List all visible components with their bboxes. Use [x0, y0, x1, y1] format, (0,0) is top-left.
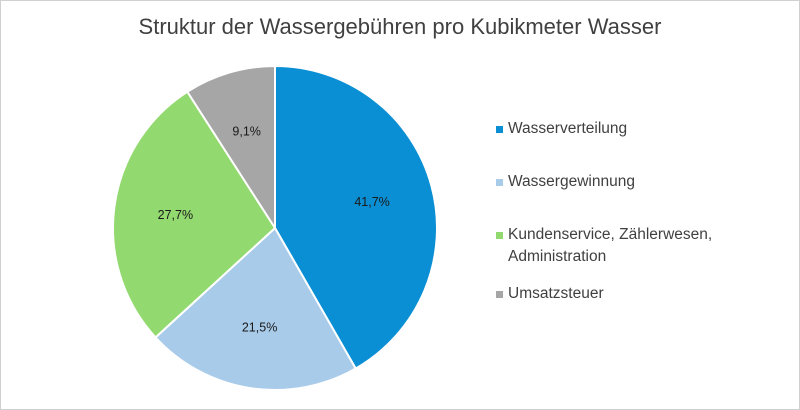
legend-label: Kundenservice, Zählerwesen, Administrati…	[508, 226, 713, 265]
legend-item-2: Kundenservice, Zählerwesen, Administrati…	[496, 224, 796, 268]
legend-swatch	[496, 179, 503, 186]
pie-slice-2	[112, 90, 277, 339]
slice-data-label-2: 27,7%	[158, 208, 193, 222]
legend-swatch	[496, 291, 503, 298]
legend-item-0: Wasserverteilung	[496, 118, 796, 140]
legend-swatch	[496, 126, 503, 133]
legend-swatch	[496, 232, 503, 239]
legend-label: Wassergewinnung	[508, 173, 635, 190]
chart-title: Struktur der Wassergebühren pro Kubikmet…	[138, 14, 662, 39]
legend-label: Wasserverteilung	[508, 120, 628, 137]
legend-item-1: Wassergewinnung	[496, 171, 796, 193]
legend-label: Umsatzsteuer	[508, 285, 604, 302]
pie-slice-1	[154, 226, 358, 391]
legend: Wasserverteilung Wassergewinnung Kundenser…	[496, 118, 796, 336]
slice-data-label-1: 21,5%	[242, 320, 277, 334]
legend-item-3: Umsatzsteuer	[496, 283, 796, 305]
slice-data-label-3: 9,1%	[232, 125, 261, 139]
slice-data-label-0: 41,7%	[354, 195, 389, 209]
pie-slice-3	[185, 64, 276, 232]
pie-slice-0	[274, 64, 438, 370]
